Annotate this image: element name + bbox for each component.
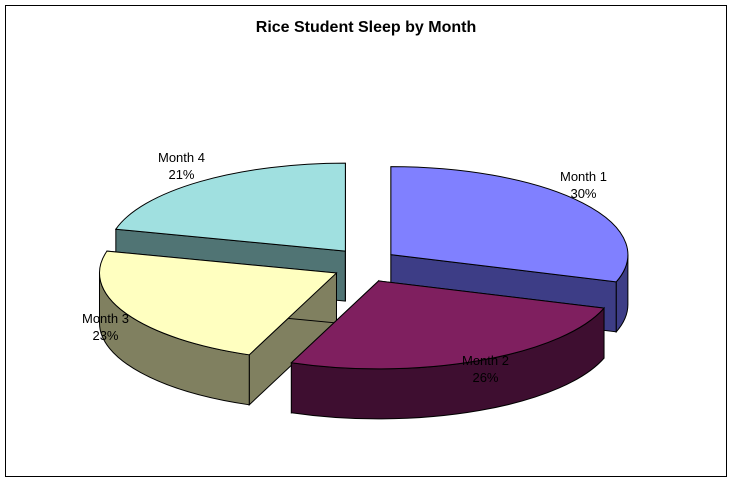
slice-category-label: Month 2 [462, 353, 509, 368]
slice-label-month-3: Month 3 23% [82, 310, 129, 344]
slice-value-label: 30% [570, 186, 597, 201]
slice-value-label: 21% [168, 167, 195, 182]
slice-category-label: Month 1 [560, 169, 607, 184]
slice-top-face [390, 166, 629, 283]
slice-label-month-1: Month 1 30% [560, 168, 607, 202]
slice-value-label: 23% [92, 328, 119, 343]
pie-slice-3 [98, 250, 338, 406]
slice-category-label: Month 3 [82, 311, 129, 326]
pie-slice-2 [290, 279, 606, 420]
slice-category-label: Month 4 [158, 150, 205, 165]
slice-value-label: 26% [472, 370, 499, 385]
slice-label-month-4: Month 4 21% [158, 149, 205, 183]
slice-top-face [290, 280, 606, 370]
chart-title: Rice Student Sleep by Month [255, 19, 477, 36]
slice-top-face [114, 162, 346, 252]
slice-top-face [99, 250, 338, 356]
slice-label-month-2: Month 2 26% [462, 352, 509, 386]
